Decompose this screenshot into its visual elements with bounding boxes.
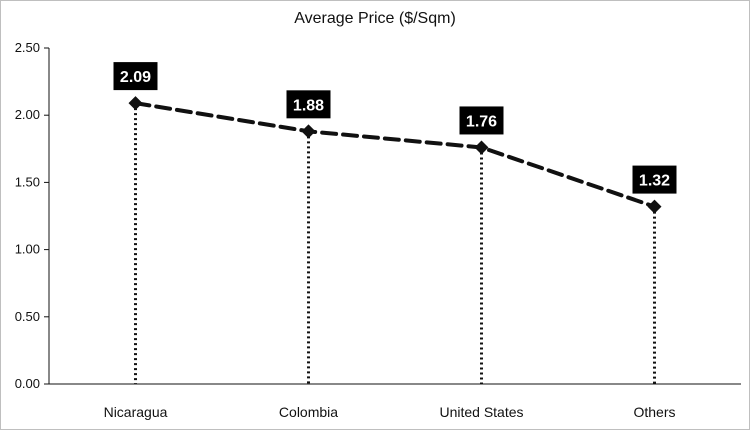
x-tick-label: Nicaragua — [104, 404, 168, 420]
data-point — [647, 199, 662, 214]
y-tick-label: 1.00 — [15, 242, 40, 257]
data-label-box — [459, 106, 504, 135]
data-point — [128, 96, 143, 111]
y-tick-label: 0.00 — [15, 376, 40, 391]
data-point — [301, 124, 316, 139]
y-tick-label: 2.00 — [15, 107, 40, 122]
data-label: 1.32 — [639, 173, 670, 190]
data-label: 2.09 — [120, 69, 151, 86]
series-line — [133, 101, 657, 209]
data-label-box — [113, 62, 158, 91]
y-tick-label: 0.50 — [15, 309, 40, 324]
chart-title: Average Price ($/Sqm) — [294, 10, 456, 27]
x-tick-label: Colombia — [279, 404, 338, 420]
data-label: 1.76 — [466, 113, 497, 130]
x-tick-label: Others — [633, 404, 675, 420]
x-tick-label: United States — [439, 404, 523, 420]
data-label-box — [632, 165, 677, 194]
y-tick-label: 2.50 — [15, 40, 40, 55]
y-tick-label: 1.50 — [15, 174, 40, 189]
data-label: 1.88 — [293, 97, 324, 114]
data-point — [474, 140, 489, 155]
data-label-box — [286, 90, 331, 119]
